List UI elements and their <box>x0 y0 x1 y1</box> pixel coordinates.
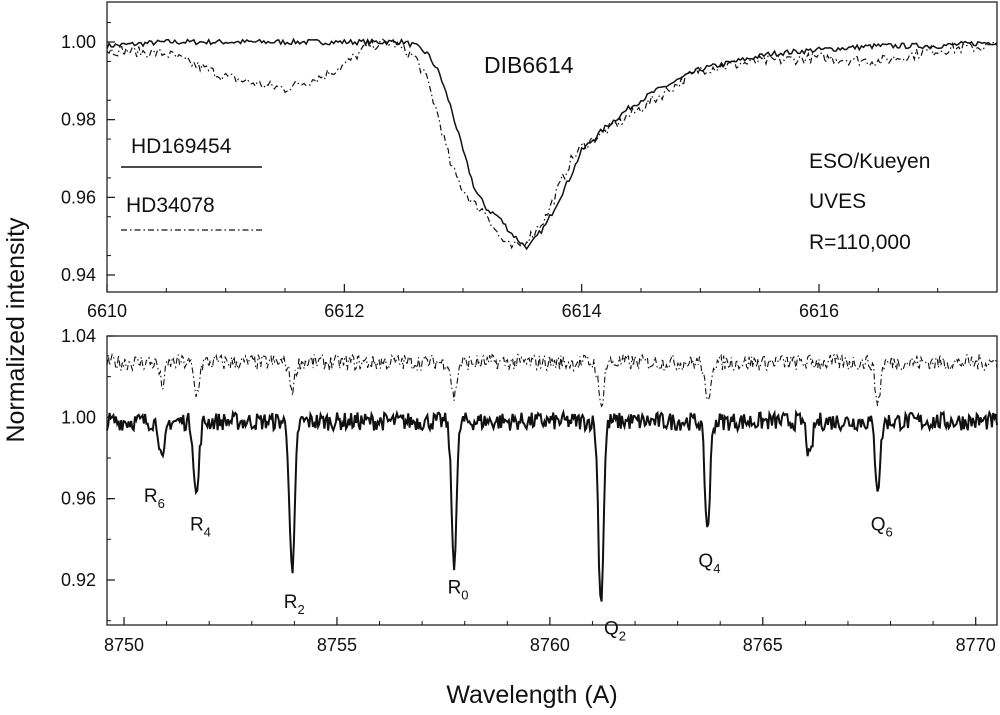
bottom-y-tick-label: 1.00 <box>61 407 96 427</box>
line-label-q6: Q6 <box>871 514 893 539</box>
top-axis-ticks: 6610 6612 6614 6616 0.94 0.96 0.98 1.00 <box>61 22 939 321</box>
x-axis-label: Wavelength (A) <box>446 681 617 709</box>
line-labels: R6 R4 R2 R0 Q2 Q4 Q6 <box>144 486 893 643</box>
line-label-r2: R2 <box>284 592 305 617</box>
bottom-x-tick-label: 8750 <box>104 635 144 655</box>
legend-label-hd169454: HD169454 <box>131 135 232 158</box>
legend-label-hd34078: HD34078 <box>126 194 215 217</box>
top-x-tick-label: 6612 <box>324 301 364 321</box>
top-panel: 6610 6612 6614 6616 0.94 0.96 0.98 1.00 DIB6614… <box>61 1 998 321</box>
line-label-q2: Q2 <box>604 618 626 643</box>
bottom-series-hd34078 <box>106 352 998 408</box>
bottom-x-tick-label: 8770 <box>956 635 996 655</box>
bottom-series-group <box>106 352 998 602</box>
annotation-instrument: UVES <box>809 190 866 213</box>
bottom-x-tick-label: 8755 <box>317 635 357 655</box>
line-label-r0: R0 <box>448 578 469 603</box>
top-plot-frame <box>106 1 998 293</box>
line-label-r6: R6 <box>144 486 165 511</box>
top-x-tick-label: 6610 <box>87 301 127 321</box>
bottom-axis-ticks: 8750 8755 8760 8765 8770 0.92 0.96 1.00 1.04 <box>61 326 996 655</box>
top-y-tick-label: 0.96 <box>61 187 96 207</box>
top-legend: HD169454 HD34078 <box>121 135 262 231</box>
y-axis-label: Normalized intensity <box>2 217 30 443</box>
top-y-tick-label: 0.94 <box>61 265 96 285</box>
bottom-x-tick-label: 8760 <box>530 635 570 655</box>
bottom-y-tick-label: 0.92 <box>61 570 96 590</box>
top-y-tick-label: 0.98 <box>61 110 96 130</box>
line-label-r4: R4 <box>190 515 211 540</box>
top-x-tick-label: 6614 <box>562 301 602 321</box>
top-series-hd34078 <box>106 38 998 250</box>
bottom-series-hd169454 <box>106 408 998 602</box>
bottom-x-tick-label: 8765 <box>743 635 783 655</box>
bottom-plot-frame <box>106 335 998 626</box>
top-x-tick-label: 6616 <box>799 301 839 321</box>
top-series-hd169454 <box>106 37 998 251</box>
instrument-annotation: ESO/Kueyen UVES R=110,000 <box>809 150 930 254</box>
top-y-tick-label: 1.00 <box>61 32 96 52</box>
annotation-resolution: R=110,000 <box>809 231 911 254</box>
annotation-telescope: ESO/Kueyen <box>809 150 930 173</box>
bottom-y-tick-label: 1.04 <box>61 326 96 346</box>
line-label-q4: Q4 <box>698 551 720 576</box>
bottom-y-tick-label: 0.96 <box>61 489 96 509</box>
top-chart-title: DIB6614 <box>484 52 574 78</box>
top-series-group <box>106 37 998 251</box>
